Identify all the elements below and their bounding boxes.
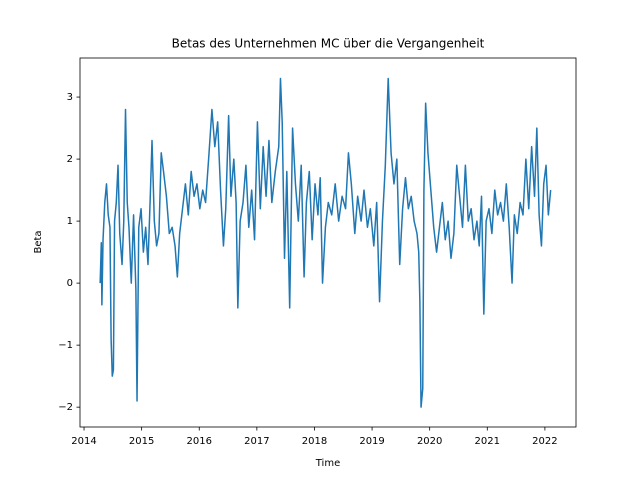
x-tick-label: 2020	[417, 436, 442, 447]
x-tick-label: 2021	[475, 436, 500, 447]
y-tick-label: 2	[67, 154, 73, 165]
data-line	[99, 77, 552, 408]
y-tick-label: −1	[58, 340, 73, 351]
plot-frame	[79, 57, 577, 428]
y-axis-label: Beta	[33, 230, 44, 253]
y-tick-label: −2	[58, 402, 73, 413]
x-tick-label: 2022	[532, 436, 557, 447]
x-tick-label: 2016	[187, 436, 212, 447]
x-axis-label: Time	[315, 458, 340, 469]
y-tick-label: 3	[67, 92, 73, 103]
y-tick-label: 0	[67, 278, 73, 289]
x-tick-label: 2017	[244, 436, 269, 447]
x-tick-label: 2014	[71, 436, 96, 447]
chart-title: Betas des Unternehmen MC über die Vergan…	[172, 37, 485, 51]
x-tick-label: 2019	[359, 436, 384, 447]
x-tick-label: 2015	[129, 436, 154, 447]
y-tick-label: 1	[67, 216, 73, 227]
x-tick-label: 2018	[302, 436, 327, 447]
